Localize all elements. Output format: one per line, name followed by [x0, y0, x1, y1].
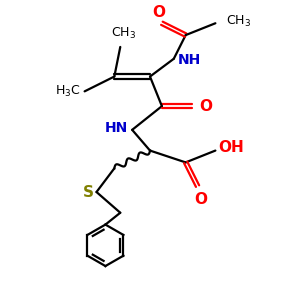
Text: OH: OH — [218, 140, 244, 155]
Text: S: S — [83, 184, 94, 200]
Text: NH: NH — [178, 53, 202, 67]
Text: O: O — [199, 99, 212, 114]
Text: H$_3$C: H$_3$C — [55, 84, 80, 99]
Text: CH$_3$: CH$_3$ — [111, 26, 136, 41]
Text: HN: HN — [104, 122, 128, 135]
Text: O: O — [194, 192, 207, 207]
Text: O: O — [152, 5, 165, 20]
Text: CH$_3$: CH$_3$ — [226, 14, 251, 29]
